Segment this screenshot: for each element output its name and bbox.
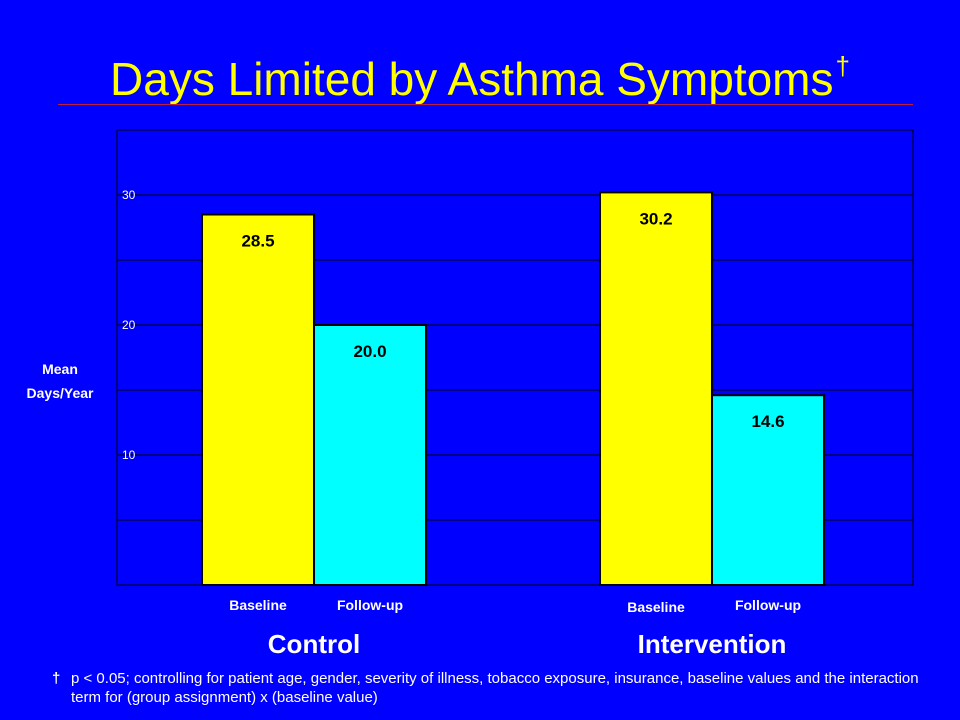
chart-title-text: Days Limited by Asthma Symptoms	[110, 53, 834, 105]
x-tick-label: Baseline	[229, 597, 287, 613]
y-tick-label: 10	[122, 448, 136, 462]
x-tick-label: Follow-up	[337, 597, 403, 613]
bar-value-label: 20.0	[353, 342, 386, 361]
y-tick-label: 20	[122, 318, 136, 332]
y-axis-label-line2: Days/Year	[27, 385, 94, 401]
bar-value-label: 28.5	[241, 232, 274, 251]
chart-title: Days Limited by Asthma Symptoms†	[0, 38, 960, 107]
bar-control-follow-up	[313, 324, 427, 586]
y-tick-label: 30	[122, 188, 136, 202]
footnote: † p < 0.05; controlling for patient age,…	[52, 669, 932, 707]
group-label: Intervention	[638, 629, 787, 659]
footnote-text: p < 0.05; controlling for patient age, g…	[71, 670, 919, 706]
bar-control-baseline	[201, 213, 315, 586]
bar-intervention-baseline	[599, 191, 713, 586]
bar-intervention-follow-up	[711, 394, 825, 587]
x-tick-label: Follow-up	[735, 597, 801, 613]
x-tick-label: Baseline	[627, 599, 685, 615]
footnote-dagger-mark: †	[52, 670, 61, 687]
title-dagger-mark: †	[835, 51, 850, 81]
group-label: Control	[268, 629, 360, 659]
bar-value-label: 14.6	[751, 412, 784, 431]
plot-frame	[116, 129, 914, 586]
title-divider	[58, 104, 913, 105]
bar-value-label: 30.2	[639, 209, 672, 228]
y-axis-label-line1: Mean	[42, 361, 78, 377]
